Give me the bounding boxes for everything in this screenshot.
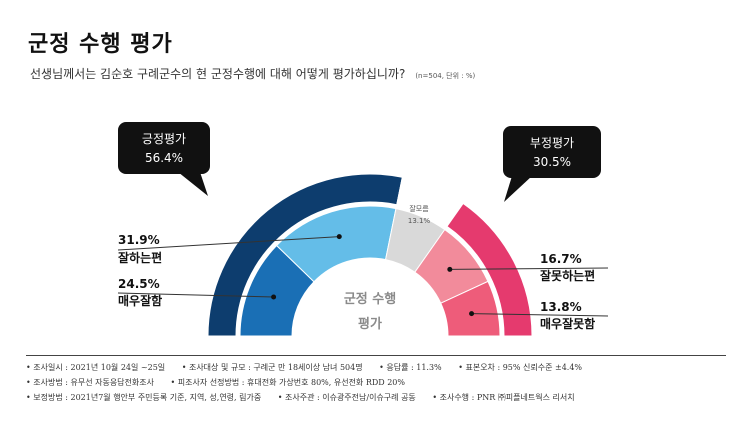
leader-line-잘못하는편 bbox=[449, 267, 609, 270]
slice-label-잘못하는편: 잘못하는편 bbox=[540, 268, 595, 283]
footer-row-3: • 보정방법 : 2021년7월 행안부 주민등록 기준, 지역, 성,연령, … bbox=[26, 390, 726, 405]
footer-response-rate: • 응답률 : 11.3% bbox=[379, 363, 442, 372]
page-title: 군정 수행 평가 bbox=[28, 32, 173, 57]
survey-footer: • 조사일시 : 2021년 10월 24일 ~25일 • 조사대상 및 규모 … bbox=[26, 355, 726, 405]
footer-survey-date: • 조사일시 : 2021년 10월 24일 ~25일 bbox=[26, 363, 166, 372]
outer-negative bbox=[446, 202, 533, 337]
outer-ring bbox=[207, 173, 533, 337]
positive-callout-value: 56.4% bbox=[145, 151, 183, 165]
leader-dot-매우잘함 bbox=[271, 294, 277, 300]
positive-callout: 긍정평가 56.4% bbox=[118, 122, 210, 196]
slice-label-잘하는편: 잘하는편 bbox=[118, 250, 162, 265]
footer-conductor: • 조사수행 : PNR ㈜피플네트웍스 리서치 bbox=[432, 393, 575, 402]
negative-callout: 부정평가 30.5% bbox=[503, 126, 601, 202]
leader-line-매우잘함 bbox=[117, 292, 274, 298]
leader-line-매우잘못함 bbox=[471, 313, 609, 317]
slice-label-잘모름: 잘모름 bbox=[409, 205, 429, 213]
negative-callout-title: 부정평가 bbox=[530, 136, 574, 150]
slice-value-매우잘못함: 13.8% bbox=[540, 300, 582, 314]
evaluation-half-donut-chart: 군정 수행 평가 긍정평가 56.4% 부정평가 30.5% 31.9% 잘하는… bbox=[117, 122, 609, 337]
slice-label-매우잘못함: 매우잘못함 bbox=[540, 316, 595, 331]
slice-value-잘못하는편: 16.7% bbox=[540, 252, 582, 266]
inner-ring bbox=[239, 205, 501, 337]
footer-sampling-error: • 표본오차 : 95% 신뢰수준 ±4.4% bbox=[458, 363, 583, 372]
leader-dot-잘하는편 bbox=[336, 234, 342, 240]
leader-dot-매우잘못함 bbox=[469, 311, 475, 317]
footer-row-1: • 조사일시 : 2021년 10월 24일 ~25일 • 조사대상 및 규모 … bbox=[26, 360, 726, 375]
sample-note: (n=504, 단위 : %) bbox=[415, 72, 476, 80]
survey-question: 선생님께서는 김순호 구례군수의 현 군정수행에 대해 어떻게 평가하십니까? (… bbox=[30, 65, 475, 82]
footer-survey-target: • 조사대상 및 규모 : 구례군 만 18세이상 남녀 504명 bbox=[181, 363, 363, 372]
footer-organizer: • 조사주관 : 이슈광주전남/이슈구례 공동 bbox=[277, 393, 416, 402]
slice-label-매우잘함: 매우잘함 bbox=[118, 293, 162, 308]
leader-lines bbox=[117, 234, 609, 317]
center-label-line2: 평가 bbox=[358, 316, 382, 332]
footer-selection-method: • 피조사자 선정방법 : 휴대전화 가상번호 80%, 유선전화 RDD 20… bbox=[170, 378, 406, 387]
slice-value-매우잘함: 24.5% bbox=[118, 277, 160, 291]
slice-매우잘못함 bbox=[440, 280, 501, 337]
leader-line-잘하는편 bbox=[117, 236, 340, 251]
center-label-line1: 군정 수행 bbox=[344, 291, 396, 307]
footer-row-2: • 조사방법 : 유무선 자동응답전화조사 • 피조사자 선정방법 : 휴대전화… bbox=[26, 375, 726, 390]
negative-callout-value: 30.5% bbox=[533, 155, 571, 169]
leader-dot-잘못하는편 bbox=[447, 266, 453, 272]
footer-weighting: • 보정방법 : 2021년7월 행안부 주민등록 기준, 지역, 성,연령, … bbox=[26, 393, 262, 402]
slice-value-잘하는편: 31.9% bbox=[118, 233, 160, 247]
slice-value-잘모름: 13.1% bbox=[408, 217, 431, 225]
footer-survey-method: • 조사방법 : 유무선 자동응답전화조사 bbox=[26, 378, 154, 387]
positive-callout-title: 긍정평가 bbox=[142, 132, 186, 146]
question-text: 선생님께서는 김순호 구례군수의 현 군정수행에 대해 어떻게 평가하십니까? bbox=[30, 67, 406, 81]
